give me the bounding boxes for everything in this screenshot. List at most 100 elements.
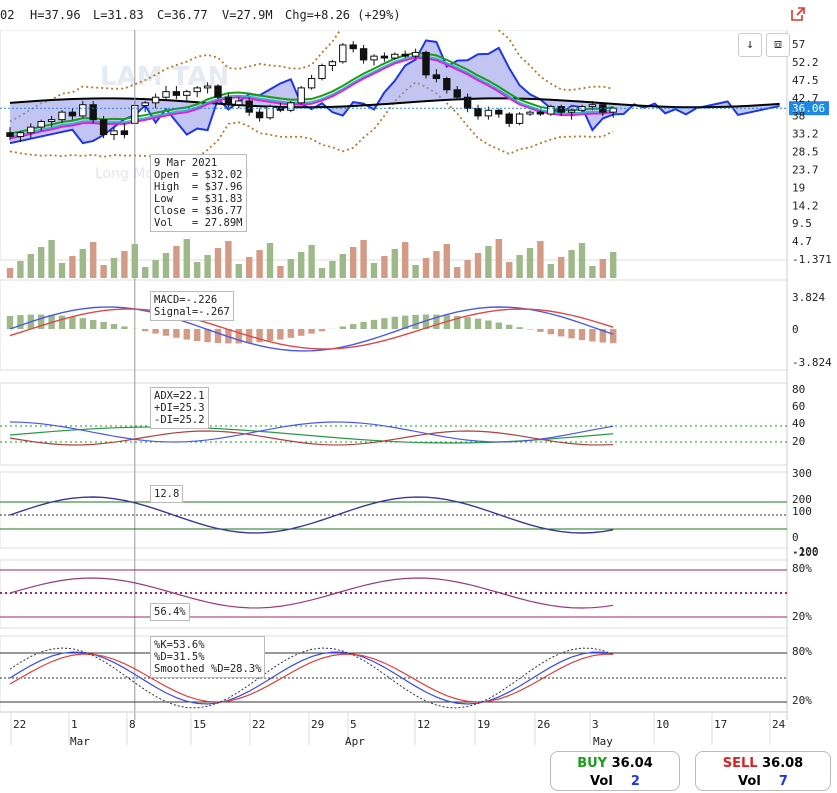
candle-body [245,100,253,113]
candle-body [453,89,461,98]
ichimoku-tenkan [9,56,614,140]
adx-tick: 40 [792,417,805,430]
ichimoku-chikou [9,51,614,135]
x-day-tick: 15 [193,718,206,731]
volume-bar [277,266,284,278]
volume-bar [516,255,523,278]
candle-body [547,106,555,115]
price-tick: 4.7 [792,235,812,248]
candle-body [422,51,430,76]
macd-tick: -3.824 [792,356,832,369]
change-value: Chg=+8.26 (+29%) [285,8,401,22]
macd-signal-line [9,308,614,350]
candle-body [162,91,170,98]
download-icon[interactable]: ↓ [738,33,762,57]
volume-bar [69,256,76,278]
candle-body [495,109,503,115]
volume-bar [121,251,128,278]
tooltip-low: Low = $31.83 [154,193,243,205]
volume-bar [38,247,45,278]
volume-bar [235,264,242,278]
close-value: C=36.77 [157,8,208,22]
volume-bar [214,248,222,278]
macd-histogram-bar [235,329,242,344]
price-tick: 38 [792,110,805,123]
candle-body [463,96,472,109]
macd-histogram-bar [6,315,14,329]
macd-histogram-bar [152,329,159,334]
x-day-tick: 3 [592,718,599,731]
macd-histogram-bar [370,319,378,329]
macd-histogram-bar [339,326,346,329]
cci-tick: -200 [792,546,819,559]
candle-body [214,85,222,98]
volume-bar [266,243,274,278]
candle-body [6,132,14,137]
adx-tooltip: ADX=22.1 +DI=25.3 -DI=25.2 [150,387,209,429]
sell-panel[interactable]: SELL 36.08 Vol 7 [695,751,831,791]
cci-tooltip: 12.8 [150,485,184,503]
volume-bar [162,253,170,278]
macd-histogram-bar [69,316,76,329]
x-day-tick: 22 [252,718,265,731]
cci-tick: 300 [792,467,812,480]
x-day-tick: 10 [656,718,669,731]
volume-bar [381,256,388,278]
stoch-tooltip: %K=53.6% %D=31.5% Smoothed %D=28.3% [150,636,266,678]
macd-histogram-bar [308,329,315,334]
volume-bar [589,266,596,278]
macd-histogram-bar [412,314,419,329]
macd-histogram-bar [599,329,606,343]
price-tick: 42.7 [792,92,819,105]
macd-histogram-bar [266,329,274,342]
price-tick: 57 [792,38,805,51]
stoch-tick: 80% [792,645,812,658]
price-tick: -1.371 [792,253,832,266]
macd-histogram-bar [183,329,190,340]
ichimoku-span-b [9,97,780,109]
candle-body [599,104,607,113]
candle-body [307,78,316,89]
price-tag [789,101,829,116]
candle-body [151,96,160,104]
ohlc-tooltip: 9 Mar 2021 Open = $32.02 High = $37.96 Low … [150,154,247,232]
macd-histogram-bar [38,314,45,329]
candle-body [380,55,389,59]
price-tick: 14.2 [792,199,819,212]
tooltip-vol: Vol = 27.89M [154,217,243,229]
macd-histogram-bar [162,329,170,336]
sell-vol: 7 [778,774,788,789]
candle-body [339,44,347,63]
plus-di-line [9,421,614,443]
macd-tick: 3.824 [792,291,825,304]
macd-tooltip: MACD=-.226 Signal=-.267 [150,291,234,321]
price-tag-text: 36.06 [792,102,825,115]
adx-tick: 80 [792,383,805,396]
sell-vol-label: Vol [738,774,761,789]
share-icon[interactable] [790,6,808,24]
cci-tick: 200 [792,493,812,506]
candle-body [401,53,409,57]
volume-bar [90,242,97,278]
macd-histogram-bar [58,315,66,329]
price-tick: 19 [792,181,805,194]
candle-body [203,85,212,89]
volume-value: V=27.9M [222,8,273,22]
volume-bar [391,249,398,278]
candle-body [110,130,118,136]
macd-histogram-bar [194,329,201,342]
buy-panel[interactable]: BUY 36.04 Vol 2 [550,751,680,791]
macd-line [9,306,614,352]
volume-bar [225,241,232,278]
candle-body [349,44,357,50]
candle-body [588,104,597,108]
macd-histogram-bar [422,314,430,329]
expand-icon[interactable]: ⧈ [766,33,790,57]
macd-histogram-bar [121,326,128,329]
tooltip-high: High = $37.96 [154,181,243,193]
candle-body [318,64,326,80]
buy-price: 36.04 [611,756,653,771]
candle-body [172,91,181,96]
macd-histogram-bar [526,329,534,330]
candle-body [411,51,420,57]
